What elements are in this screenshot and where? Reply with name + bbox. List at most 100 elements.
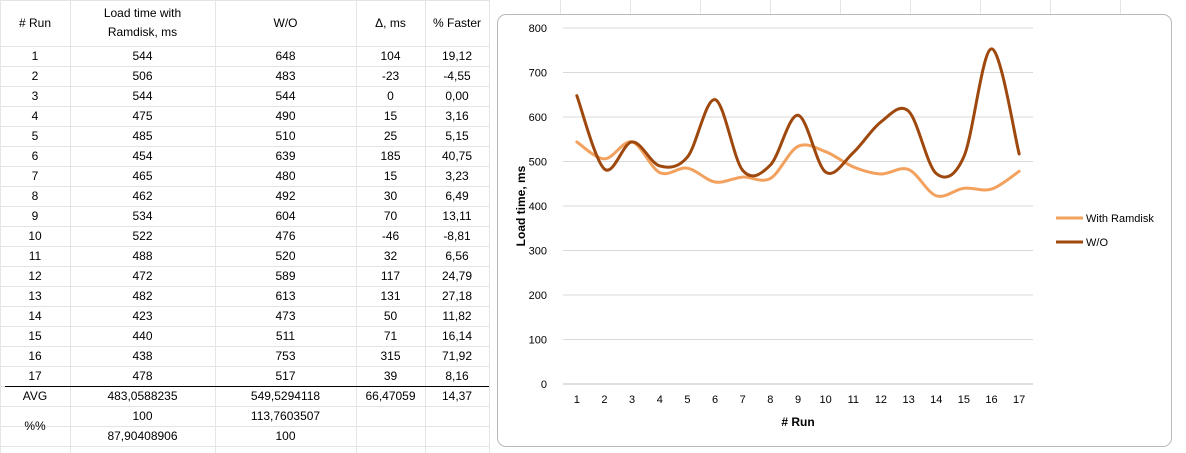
cell-load-time[interactable]: 522	[132, 229, 153, 243]
cell-faster[interactable]: 6,56	[445, 249, 469, 263]
cell-delta[interactable]: 315	[380, 349, 401, 363]
cell-faster[interactable]: 71,92	[441, 349, 473, 363]
cell-faster[interactable]: 27,18	[441, 289, 473, 303]
cell-wo[interactable]: 483	[275, 69, 296, 83]
cell-wo[interactable]: 492	[275, 189, 296, 203]
avg-faster[interactable]: 14,37	[441, 389, 473, 403]
cell-load-time[interactable]: 438	[132, 349, 153, 363]
cell-wo[interactable]: 613	[275, 289, 296, 303]
cell-delta[interactable]: 71	[383, 329, 398, 343]
cell-run[interactable]: 12	[28, 269, 42, 283]
avg-wo[interactable]: 549,5294118	[250, 389, 321, 403]
cell-load-time[interactable]: 488	[132, 249, 153, 263]
series-wo-line[interactable]	[575, 47, 1021, 179]
cell-run[interactable]: 17	[28, 369, 42, 383]
cell-load-time[interactable]: 485	[132, 129, 153, 143]
cell-faster[interactable]: 24,79	[441, 269, 473, 283]
cell-faster[interactable]: -4,55	[443, 69, 471, 83]
cell-load-time[interactable]: 475	[132, 109, 153, 123]
cell-wo[interactable]: 490	[275, 109, 296, 123]
cell-load-time[interactable]: 454	[132, 149, 153, 163]
cell-run[interactable]: 15	[28, 329, 42, 343]
cell-faster[interactable]: 0,00	[445, 89, 469, 103]
cell-delta[interactable]: 39	[383, 369, 398, 383]
cell-delta[interactable]: 15	[383, 169, 398, 183]
cell-run[interactable]: 2	[31, 69, 39, 83]
cell-faster[interactable]: 16,14	[441, 329, 473, 343]
cell-faster[interactable]: 3,23	[445, 169, 469, 183]
cell-wo[interactable]: 480	[275, 169, 296, 183]
legend-with-ramdisk[interactable]: With Ramdisk	[1056, 213, 1154, 225]
cell-wo[interactable]: 589	[275, 269, 296, 283]
avg-label[interactable]: AVG	[22, 389, 48, 403]
chart-area[interactable]: 0 100 200 300 400 500 600 700 800 1 2 3 4 5 6 7 8 9 10 11 12…	[497, 14, 1172, 447]
header-load-time[interactable]: Load time with Ramdisk, ms	[103, 6, 182, 39]
cell-delta[interactable]: 185	[380, 149, 401, 163]
cell-delta[interactable]: 32	[383, 249, 398, 263]
cell-faster[interactable]: -8,81	[443, 229, 471, 243]
cell-run[interactable]: 5	[31, 129, 39, 143]
legend-wo[interactable]: W/O	[1056, 237, 1108, 249]
cell-run[interactable]: 13	[28, 289, 42, 303]
pct-load-row1[interactable]: 100	[132, 409, 153, 423]
cell-run[interactable]: 8	[31, 189, 39, 203]
cell-wo[interactable]: 473	[275, 309, 296, 323]
cell-faster[interactable]: 8,16	[445, 369, 469, 383]
cell-load-time[interactable]: 506	[132, 69, 153, 83]
cell-run[interactable]: 10	[28, 229, 42, 243]
pct-label[interactable]: %%	[24, 419, 46, 433]
cell-load-time[interactable]: 440	[132, 329, 153, 343]
cell-delta[interactable]: 0	[387, 89, 394, 103]
header-wo[interactable]: W/O	[273, 16, 298, 30]
pct-wo-row1[interactable]: 113,7603507	[250, 409, 321, 423]
cell-load-time[interactable]: 423	[132, 309, 153, 323]
cell-wo[interactable]: 544	[275, 89, 296, 103]
cell-run[interactable]: 11	[28, 249, 42, 263]
cell-run[interactable]: 16	[28, 349, 42, 363]
cell-delta[interactable]: 50	[383, 309, 398, 323]
cell-run[interactable]: 9	[31, 209, 39, 223]
cell-load-time[interactable]: 482	[132, 289, 153, 303]
cell-faster[interactable]: 3,16	[445, 109, 469, 123]
cell-load-time[interactable]: 544	[132, 49, 153, 63]
cell-faster[interactable]: 19,12	[441, 49, 473, 63]
cell-delta[interactable]: 30	[383, 189, 398, 203]
cell-run[interactable]: 1	[31, 49, 39, 63]
cell-faster[interactable]: 13,11	[442, 209, 472, 223]
cell-wo[interactable]: 520	[275, 249, 296, 263]
cell-faster[interactable]: 40,75	[441, 149, 473, 163]
pct-load-row2[interactable]: 87,90408906	[107, 429, 178, 443]
cell-wo[interactable]: 639	[275, 149, 296, 163]
cell-wo[interactable]: 510	[275, 129, 296, 143]
series-with-ramdisk-line[interactable]	[575, 140, 1021, 198]
cell-delta[interactable]: 117	[380, 269, 401, 283]
header-delta[interactable]: Δ, ms	[375, 16, 406, 30]
cell-delta[interactable]: -23	[381, 69, 400, 83]
cell-delta[interactable]: 25	[383, 129, 398, 143]
cell-wo[interactable]: 753	[275, 349, 296, 363]
cell-faster[interactable]: 6,49	[445, 189, 469, 203]
cell-run[interactable]: 6	[31, 149, 39, 163]
cell-wo[interactable]: 604	[275, 209, 296, 223]
cell-run[interactable]: 3	[31, 89, 39, 103]
cell-run[interactable]: 4	[31, 109, 39, 123]
cell-load-time[interactable]: 534	[132, 209, 153, 223]
cell-faster[interactable]: 11,82	[442, 309, 472, 323]
cell-wo[interactable]: 476	[275, 229, 296, 243]
cell-run[interactable]: 14	[28, 309, 42, 323]
cell-delta[interactable]: 104	[380, 49, 401, 63]
cell-run[interactable]: 7	[31, 169, 39, 183]
cell-wo[interactable]: 517	[275, 369, 296, 383]
cell-delta[interactable]: -46	[381, 229, 400, 243]
cell-wo[interactable]: 648	[275, 49, 296, 63]
cell-delta[interactable]: 15	[383, 109, 398, 123]
pct-wo-row2[interactable]: 100	[275, 429, 296, 443]
cell-load-time[interactable]: 462	[132, 189, 153, 203]
avg-load-time[interactable]: 483,0588235	[107, 389, 178, 403]
cell-faster[interactable]: 5,15	[445, 129, 469, 143]
cell-load-time[interactable]: 465	[132, 169, 153, 183]
cell-delta[interactable]: 70	[383, 209, 398, 223]
avg-delta[interactable]: 66,47059	[365, 389, 416, 403]
cell-load-time[interactable]: 544	[132, 89, 153, 103]
cell-wo[interactable]: 511	[275, 329, 296, 343]
